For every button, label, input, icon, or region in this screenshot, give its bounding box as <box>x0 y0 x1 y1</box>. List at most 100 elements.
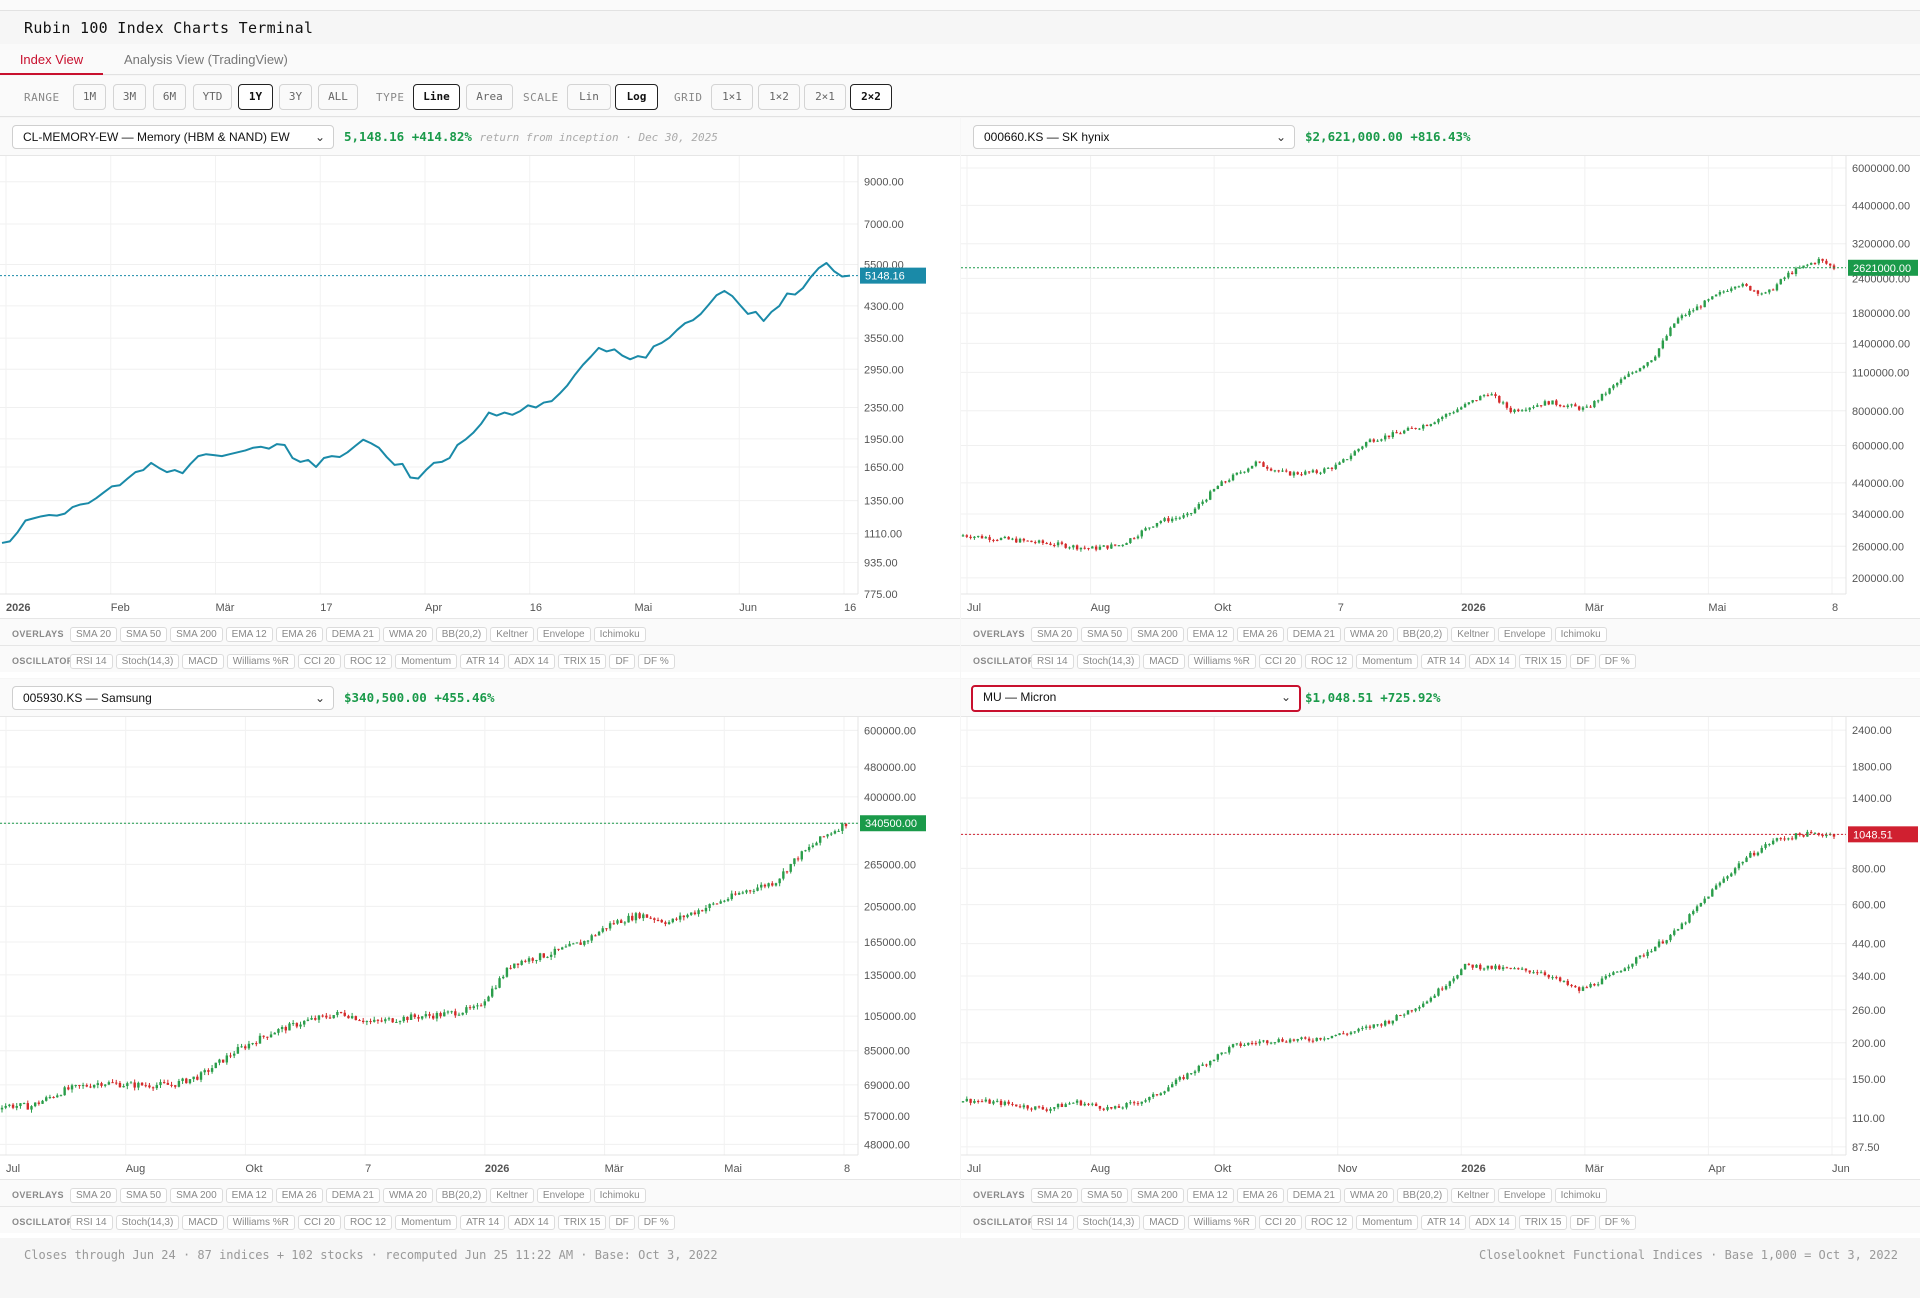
oscillator-toggle-button[interactable]: Stoch(14,3) <box>115 1215 180 1230</box>
overlay-toggle-button[interactable]: SMA 20 <box>70 627 118 642</box>
overlay-toggle-button[interactable]: SMA 200 <box>1131 627 1184 642</box>
overlay-toggle-button[interactable]: EMA 12 <box>225 627 273 642</box>
overlay-toggle-button[interactable]: EMA 12 <box>225 1188 273 1203</box>
overlay-toggle-button[interactable]: BB(20,2) <box>1396 1188 1449 1203</box>
range-3m-button[interactable]: 3M <box>113 84 146 110</box>
oscillator-toggle-button[interactable]: MACD <box>182 1215 224 1230</box>
oscillator-toggle-button[interactable]: Williams %R <box>226 654 295 669</box>
symbol-selector[interactable]: 005930.KS — Samsung ⌄ <box>12 686 334 710</box>
oscillator-toggle-button[interactable]: Williams %R <box>1187 654 1256 669</box>
overlay-toggle-button[interactable]: Keltner <box>490 1188 534 1203</box>
overlay-toggle-button[interactable]: WMA 20 <box>382 1188 433 1203</box>
overlay-toggle-button[interactable]: BB(20,2) <box>1396 627 1449 642</box>
type-area-button[interactable]: Area <box>466 84 513 110</box>
overlay-toggle-button[interactable]: SMA 20 <box>1031 1188 1079 1203</box>
oscillator-toggle-button[interactable]: ATR 14 <box>460 654 506 669</box>
overlay-toggle-button[interactable]: DEMA 21 <box>325 1188 380 1203</box>
overlay-toggle-button[interactable]: Envelope <box>1497 1188 1552 1203</box>
oscillator-toggle-button[interactable]: MACD <box>1143 654 1185 669</box>
oscillator-toggle-button[interactable]: Williams %R <box>226 1215 295 1230</box>
overlay-toggle-button[interactable]: EMA 26 <box>275 1188 323 1203</box>
overlay-toggle-button[interactable]: Ichimoku <box>1554 1188 1607 1203</box>
oscillator-toggle-button[interactable]: ADX 14 <box>1469 654 1516 669</box>
oscillator-toggle-button[interactable]: ROC 12 <box>1304 1215 1354 1230</box>
oscillator-toggle-button[interactable]: CCI 20 <box>1258 1215 1302 1230</box>
overlay-toggle-button[interactable]: Ichimoku <box>593 627 646 642</box>
oscillator-toggle-button[interactable]: ATR 14 <box>1421 1215 1467 1230</box>
grid-2x1-button[interactable]: 2×1 <box>804 84 846 110</box>
oscillator-toggle-button[interactable]: ATR 14 <box>460 1215 506 1230</box>
overlay-toggle-button[interactable]: SMA 20 <box>70 1188 118 1203</box>
grid-2x2-button[interactable]: 2×2 <box>850 84 892 110</box>
oscillator-toggle-button[interactable]: MACD <box>182 654 224 669</box>
oscillator-toggle-button[interactable]: DF <box>1570 654 1596 669</box>
overlay-toggle-button[interactable]: SMA 50 <box>120 1188 168 1203</box>
grid-1x2-button[interactable]: 1×2 <box>758 84 800 110</box>
range-1y-button[interactable]: 1Y <box>238 84 273 110</box>
oscillator-toggle-button[interactable]: RSI 14 <box>1031 1215 1074 1230</box>
oscillator-toggle-button[interactable]: ATR 14 <box>1421 654 1467 669</box>
tab-index-view[interactable]: Index View <box>0 49 103 75</box>
oscillator-toggle-button[interactable]: CCI 20 <box>297 654 341 669</box>
oscillator-toggle-button[interactable]: ADX 14 <box>1469 1215 1516 1230</box>
chart-plot[interactable]: 2026 Feb Mär 17 Apr 16 Mai Jun 16 9000.00 7000.00 5… <box>0 156 960 618</box>
overlay-toggle-button[interactable]: EMA 12 <box>1186 1188 1234 1203</box>
tab-analysis-view[interactable]: Analysis View (TradingView) <box>124 52 288 67</box>
overlay-toggle-button[interactable]: SMA 20 <box>1031 627 1079 642</box>
oscillator-toggle-button[interactable]: Stoch(14,3) <box>1076 1215 1141 1230</box>
range-3y-button[interactable]: 3Y <box>279 84 312 110</box>
oscillator-toggle-button[interactable]: Williams %R <box>1187 1215 1256 1230</box>
chart-plot[interactable]: Jul Aug Okt Nov 2026 Mär Apr Jun 2400.00 1800.00 1… <box>961 717 1920 1179</box>
oscillator-toggle-button[interactable]: Momentum <box>395 654 458 669</box>
oscillator-toggle-button[interactable]: Stoch(14,3) <box>1076 654 1141 669</box>
oscillator-toggle-button[interactable]: CCI 20 <box>297 1215 341 1230</box>
oscillator-toggle-button[interactable]: ADX 14 <box>508 1215 555 1230</box>
symbol-selector[interactable]: MU — Micron ⌄ <box>971 685 1301 712</box>
overlay-toggle-button[interactable]: SMA 200 <box>170 627 223 642</box>
overlay-toggle-button[interactable]: Envelope <box>536 627 591 642</box>
oscillator-toggle-button[interactable]: TRIX 15 <box>1518 1215 1568 1230</box>
oscillator-toggle-button[interactable]: RSI 14 <box>70 654 113 669</box>
overlay-toggle-button[interactable]: SMA 50 <box>120 627 168 642</box>
grid-1x1-button[interactable]: 1×1 <box>711 84 753 110</box>
overlay-toggle-button[interactable]: Keltner <box>490 627 534 642</box>
range-6m-button[interactable]: 6M <box>153 84 186 110</box>
oscillator-toggle-button[interactable]: DF % <box>637 654 675 669</box>
symbol-selector[interactable]: CL-MEMORY-EW — Memory (HBM & NAND) EW ⌄ <box>12 125 334 149</box>
oscillator-toggle-button[interactable]: RSI 14 <box>70 1215 113 1230</box>
oscillator-toggle-button[interactable]: TRIX 15 <box>1518 654 1568 669</box>
overlay-toggle-button[interactable]: SMA 200 <box>1131 1188 1184 1203</box>
overlay-toggle-button[interactable]: SMA 50 <box>1081 627 1129 642</box>
range-all-button[interactable]: ALL <box>318 84 358 110</box>
symbol-selector[interactable]: 000660.KS — SK hynix ⌄ <box>973 125 1295 149</box>
oscillator-toggle-button[interactable]: Momentum <box>395 1215 458 1230</box>
oscillator-toggle-button[interactable]: MACD <box>1143 1215 1185 1230</box>
overlay-toggle-button[interactable]: EMA 26 <box>275 627 323 642</box>
oscillator-toggle-button[interactable]: DF <box>609 1215 635 1230</box>
overlay-toggle-button[interactable]: SMA 200 <box>170 1188 223 1203</box>
chart-plot[interactable]: Jul Aug Okt 7 2026 Mär Mai 8 600000.00 480000.00 4… <box>0 717 960 1179</box>
range-ytd-button[interactable]: YTD <box>193 84 232 110</box>
oscillator-toggle-button[interactable]: Stoch(14,3) <box>115 654 180 669</box>
chart-plot[interactable]: Jul Aug Okt 7 2026 Mär Mai 8 6000000.00 4400000.0… <box>961 156 1920 618</box>
overlay-toggle-button[interactable]: BB(20,2) <box>435 627 488 642</box>
oscillator-toggle-button[interactable]: Momentum <box>1356 1215 1419 1230</box>
oscillator-toggle-button[interactable]: ROC 12 <box>343 1215 393 1230</box>
overlay-toggle-button[interactable]: WMA 20 <box>382 627 433 642</box>
oscillator-toggle-button[interactable]: DF % <box>1598 1215 1636 1230</box>
oscillator-toggle-button[interactable]: CCI 20 <box>1258 654 1302 669</box>
oscillator-toggle-button[interactable]: DF <box>609 654 635 669</box>
scale-lin-button[interactable]: Lin <box>567 84 611 110</box>
oscillator-toggle-button[interactable]: TRIX 15 <box>557 1215 607 1230</box>
oscillator-toggle-button[interactable]: TRIX 15 <box>557 654 607 669</box>
oscillator-toggle-button[interactable]: RSI 14 <box>1031 654 1074 669</box>
range-1m-button[interactable]: 1M <box>73 84 106 110</box>
overlay-toggle-button[interactable]: SMA 50 <box>1081 1188 1129 1203</box>
overlay-toggle-button[interactable]: Envelope <box>1497 627 1552 642</box>
oscillator-toggle-button[interactable]: ROC 12 <box>1304 654 1354 669</box>
overlay-toggle-button[interactable]: Ichimoku <box>593 1188 646 1203</box>
overlay-toggle-button[interactable]: EMA 12 <box>1186 627 1234 642</box>
scale-log-button[interactable]: Log <box>615 84 658 110</box>
overlay-toggle-button[interactable]: WMA 20 <box>1343 627 1394 642</box>
overlay-toggle-button[interactable]: DEMA 21 <box>325 627 380 642</box>
